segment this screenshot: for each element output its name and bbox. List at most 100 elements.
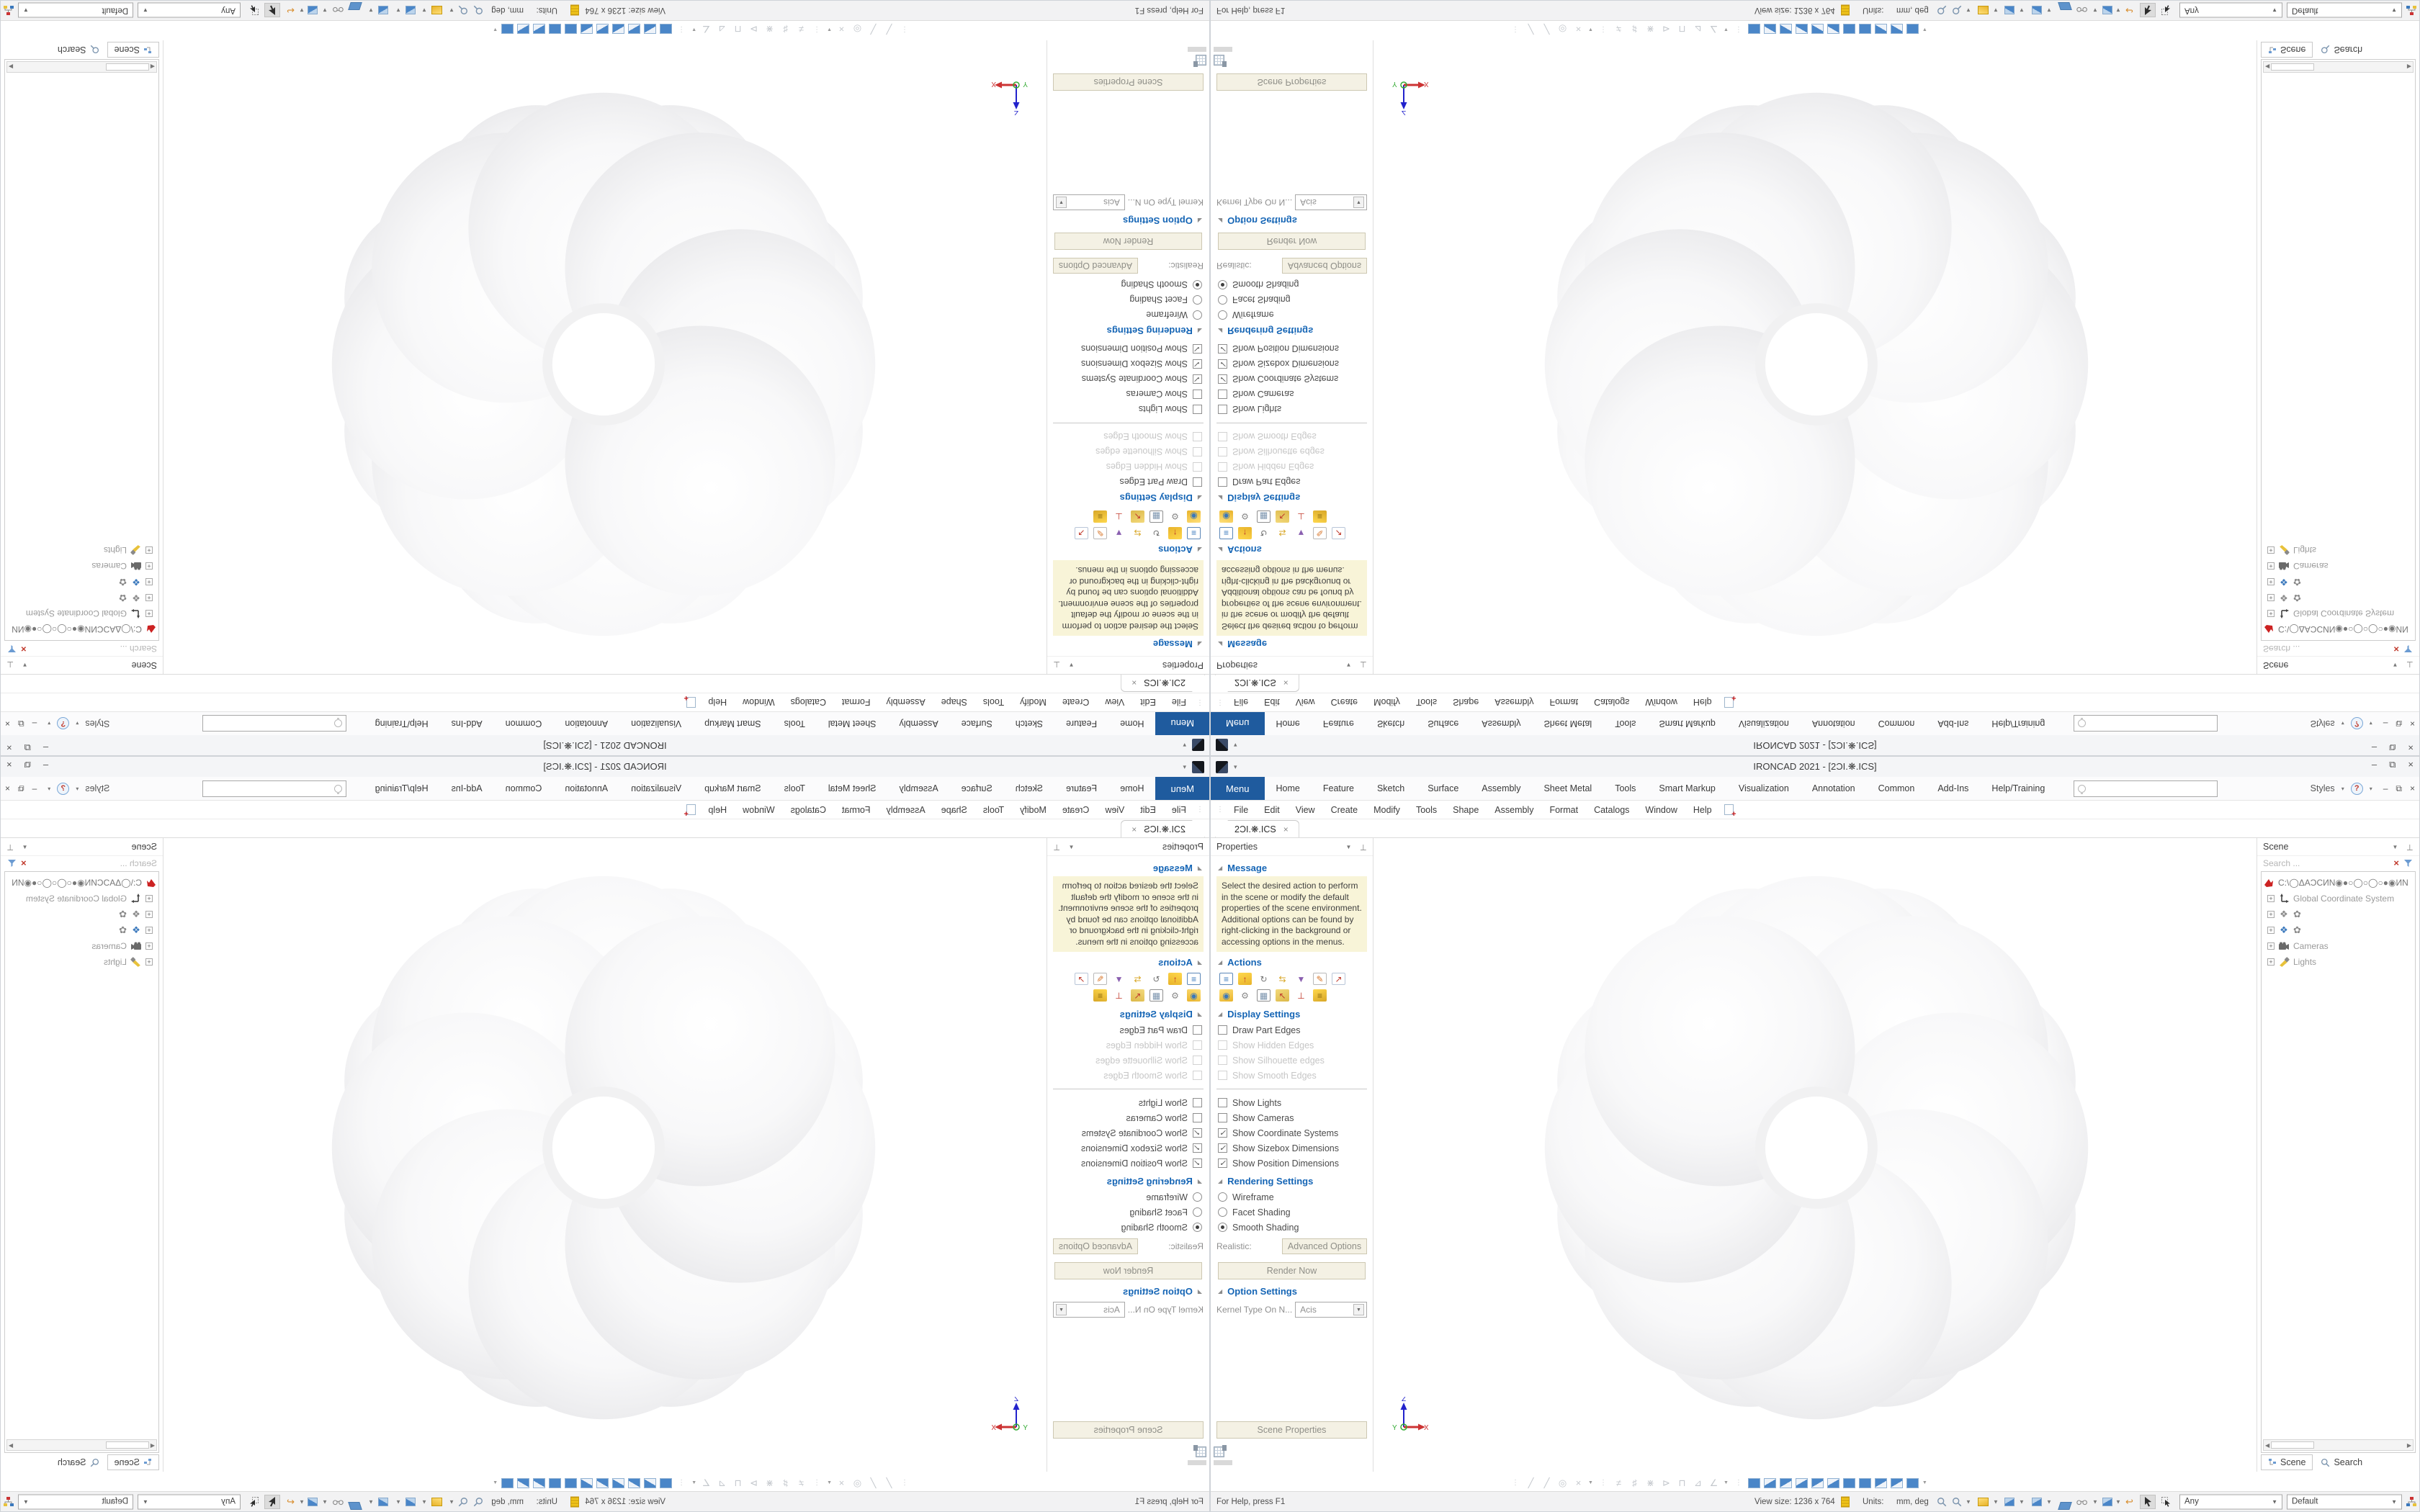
view-cube-iso-icon[interactable] bbox=[1747, 24, 1760, 35]
toolbar-grip[interactable]: ⋮ bbox=[814, 25, 821, 33]
render-now-button[interactable]: Render Now bbox=[1218, 233, 1366, 250]
radio-smooth-shading[interactable]: Smooth Shading bbox=[1053, 1220, 1204, 1235]
expander-icon[interactable]: + bbox=[145, 546, 153, 554]
tree-root[interactable]: C:\◯ΔAƆCИN◉●○◯○◯○●◉ИN bbox=[6, 875, 157, 891]
snap-perpendicular-icon[interactable]: ♯ bbox=[1632, 24, 1637, 35]
advanced-options-button[interactable]: Advanced Options bbox=[1282, 1238, 1367, 1254]
ribbon-search-input[interactable] bbox=[2074, 780, 2218, 797]
horizontal-scrollbar[interactable]: ◀ ▶ bbox=[2263, 1439, 2414, 1451]
chevron-down-icon[interactable]: ▼ bbox=[1966, 1498, 1971, 1505]
checkbox-show-sizebox-dimensions[interactable]: ✓ Show Sizebox Dimensions bbox=[1218, 1143, 1339, 1153]
collapse-icon[interactable]: ◢ bbox=[1197, 1011, 1202, 1017]
menu-file[interactable]: File bbox=[1234, 697, 1249, 708]
chevron-down-icon[interactable]: ▼ bbox=[368, 7, 374, 14]
select-tool-button[interactable] bbox=[2140, 3, 2156, 18]
tree-item-gcs[interactable]: + Global Coordinate System bbox=[6, 891, 157, 906]
snap-point-icon[interactable]: ⊳ bbox=[1662, 1477, 1670, 1488]
tab-home[interactable]: Home bbox=[1120, 783, 1144, 793]
expander-icon[interactable]: + bbox=[145, 895, 153, 902]
view-cube-back-icon[interactable] bbox=[1827, 1477, 1839, 1488]
ruler-icon[interactable] bbox=[1841, 1496, 1850, 1507]
close-button[interactable]: × bbox=[2408, 759, 2414, 770]
tree-item-lights[interactable]: + Lights bbox=[6, 954, 157, 970]
checkbox-draw-part-edges[interactable]: ✓Draw Part Edges bbox=[1216, 1022, 1367, 1038]
toolbar-grip[interactable]: ⋮ bbox=[902, 1479, 908, 1487]
zoom-in-icon[interactable] bbox=[472, 1497, 484, 1507]
pin-icon[interactable]: ⊤ bbox=[6, 661, 14, 670]
tab-common[interactable]: Common bbox=[1878, 719, 1915, 729]
menu-help[interactable]: Help bbox=[1693, 697, 1712, 708]
radio-wireframe[interactable]: Wireframe bbox=[1053, 1189, 1204, 1205]
quick-access-caret[interactable]: ▾ bbox=[1234, 762, 1237, 770]
undo-view-icon[interactable]: ↩ bbox=[2125, 5, 2133, 17]
tree-item-gcs[interactable]: + Global Coordinate System bbox=[2263, 891, 2414, 906]
collapse-icon[interactable]: ◢ bbox=[1197, 1178, 1202, 1184]
tree-item-gcs[interactable]: + Global Coordinate System bbox=[6, 606, 157, 621]
render-style-select[interactable]: Default ▼ bbox=[2287, 3, 2402, 18]
units-value[interactable]: mm, deg bbox=[491, 1497, 524, 1506]
scrollbar-stub[interactable] bbox=[1214, 1460, 1232, 1465]
swap-arrows-icon[interactable]: ⇆ bbox=[1134, 528, 1142, 539]
toolbar-grip[interactable]: ⋮ bbox=[1197, 698, 1204, 706]
checkbox-draw-part-edges[interactable]: ✓Draw Part Edges bbox=[1053, 474, 1204, 490]
ribbon-search-input[interactable] bbox=[202, 780, 346, 797]
view-cube-bottom-icon[interactable] bbox=[501, 24, 514, 35]
tab-assembly[interactable]: Assembly bbox=[899, 783, 938, 793]
menu-help[interactable]: Help bbox=[1693, 804, 1712, 815]
snap-parallel-icon[interactable]: ≠ bbox=[1615, 1477, 1621, 1488]
menu-assembly[interactable]: Assembly bbox=[1494, 804, 1534, 815]
glasses-icon[interactable] bbox=[2076, 1497, 2088, 1507]
tab-common[interactable]: Common bbox=[505, 719, 542, 729]
chevron-down-icon[interactable]: ▼ bbox=[322, 7, 328, 14]
radio-facet-shading[interactable]: Facet Shading bbox=[1053, 292, 1204, 307]
tab-feature[interactable]: Feature bbox=[1322, 719, 1354, 729]
tab-smart-markup[interactable]: Smart Markup bbox=[1659, 719, 1716, 729]
view-cube-sw-iso-icon[interactable] bbox=[549, 24, 562, 35]
kernel-type-select[interactable]: Acis ▼ bbox=[1053, 1302, 1125, 1318]
menu-file[interactable]: File bbox=[1234, 804, 1249, 815]
graph-icon[interactable]: ↗ bbox=[1075, 973, 1088, 985]
scrollbar-stub[interactable] bbox=[1214, 47, 1232, 52]
snap-midpoint-icon[interactable]: ⊓ bbox=[734, 24, 742, 35]
clear-search-icon[interactable]: × bbox=[21, 858, 27, 868]
render-style-select[interactable]: Default ▼ bbox=[2287, 1494, 2402, 1509]
tab-tools[interactable]: Tools bbox=[1615, 783, 1636, 793]
tab-scene[interactable]: Scene bbox=[107, 1454, 159, 1470]
chevron-down-icon[interactable]: ▼ bbox=[1922, 27, 1927, 32]
menu-window[interactable]: Window bbox=[743, 697, 775, 708]
expander-icon[interactable]: + bbox=[2267, 895, 2275, 902]
menu-format[interactable]: Format bbox=[841, 697, 871, 708]
collapse-icon[interactable]: ◢ bbox=[1218, 641, 1223, 647]
selection-filter-select[interactable]: Any ▼ bbox=[2179, 1494, 2282, 1509]
document-tab[interactable]: 2ƆI.❋.ICS × bbox=[1121, 675, 1205, 692]
document-tab-close-icon[interactable]: × bbox=[1131, 824, 1137, 834]
tab-add-ins[interactable]: Add-Ins bbox=[451, 719, 483, 729]
box-lens-icon[interactable]: ◉ bbox=[1219, 989, 1233, 1002]
toolbar-grip[interactable]: ⋮ bbox=[1512, 1479, 1519, 1487]
view-cube-left-icon[interactable] bbox=[628, 1477, 641, 1488]
view-cube-front-icon[interactable] bbox=[1763, 24, 1776, 35]
chevron-down-icon[interactable]: ▼ bbox=[299, 7, 305, 14]
chevron-down-icon[interactable]: ▼ bbox=[2046, 1498, 2052, 1505]
view-cube-sw-iso-icon[interactable] bbox=[1858, 1477, 1871, 1488]
menu-shape[interactable]: Shape bbox=[941, 804, 967, 815]
collapse-icon[interactable]: ◢ bbox=[1218, 546, 1223, 553]
sheet-grid-icon[interactable] bbox=[1214, 1445, 1227, 1457]
camera-save-icon[interactable] bbox=[2032, 1497, 2042, 1506]
help-caret-icon[interactable]: ▾ bbox=[48, 720, 51, 727]
menu-create[interactable]: Create bbox=[1062, 697, 1090, 708]
filter-icon[interactable] bbox=[2403, 644, 2414, 654]
new-scene-icon[interactable] bbox=[1724, 697, 1734, 708]
tab-add-ins[interactable]: Add-Ins bbox=[1937, 719, 1969, 729]
radio-facet-shading[interactable]: Facet Shading bbox=[1053, 1205, 1204, 1220]
collapse-icon[interactable]: ◢ bbox=[1197, 217, 1202, 224]
menu-format[interactable]: Format bbox=[841, 804, 871, 815]
view-cube-top-icon[interactable] bbox=[596, 24, 609, 35]
menu-assembly[interactable]: Assembly bbox=[886, 697, 926, 708]
scene-properties-button[interactable]: Scene Properties bbox=[1216, 73, 1367, 91]
tab-add-ins[interactable]: Add-Ins bbox=[1937, 783, 1969, 793]
tree-item-part-2[interactable]: + ❖ ✿ bbox=[2263, 922, 2414, 938]
sketch-line-icon[interactable]: ╱ bbox=[1528, 1477, 1534, 1488]
chevron-down-icon[interactable]: ▼ bbox=[1966, 7, 1971, 14]
funnel-icon[interactable]: ▼ bbox=[1296, 973, 1306, 984]
